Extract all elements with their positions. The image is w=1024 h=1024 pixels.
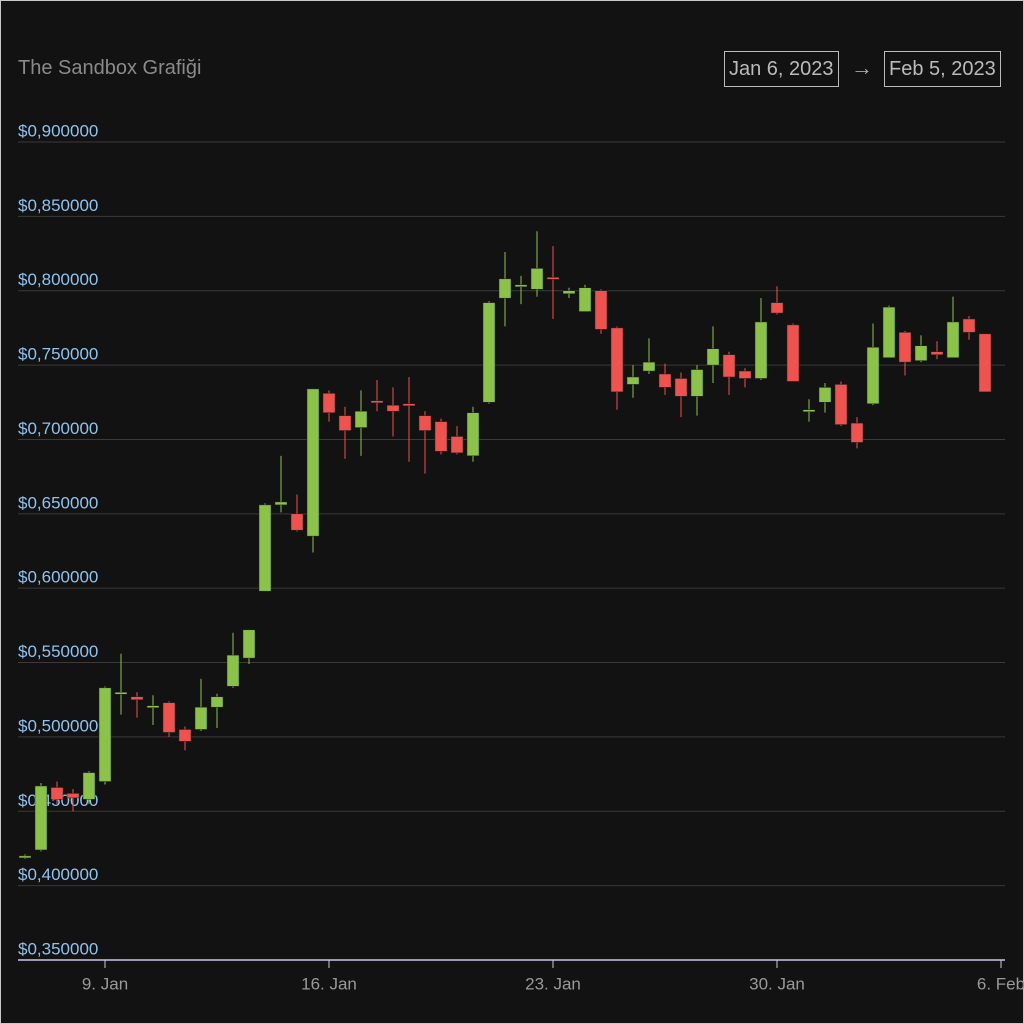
candle-body [866,346,880,405]
candle-body [642,361,656,372]
x-tick-label: 30. Jan [749,974,805,993]
y-tick-label: $0,400000 [18,865,98,884]
candle-body [114,692,128,695]
candle-body [450,436,464,454]
y-tick-label: $0,900000 [18,121,98,140]
candle-body [578,287,592,312]
candle-body [50,787,64,800]
y-tick-label: $0,700000 [18,419,98,438]
candle-body [594,290,608,330]
candle-body [290,513,304,531]
candle-body [210,696,224,708]
start-date[interactable]: Jan 6, 2023 [724,51,839,87]
candle-body [850,422,864,443]
candle-body [898,332,912,363]
candle-body [498,278,512,299]
candle-body [818,387,832,403]
candle-body [82,772,96,800]
candle-body [546,277,560,280]
candle-body [962,318,976,333]
candle-body [418,415,432,431]
candle-body [914,345,928,361]
candle-body [18,855,32,859]
y-tick-label: $0,550000 [18,642,98,661]
candle-body [162,702,176,733]
candle-body [130,696,144,700]
y-tick-label: $0,600000 [18,568,98,587]
candle-body [338,415,352,431]
candle-body [738,370,752,379]
candle-body [770,302,784,314]
x-tick-label: 6. Feb [977,974,1024,993]
candle-body [946,321,960,358]
candle-body [530,268,544,290]
candle-body [226,654,240,687]
candle-body [66,793,80,799]
candle-body [658,373,672,388]
end-date[interactable]: Feb 5, 2023 [884,51,1001,87]
y-tick-label: $0,500000 [18,716,98,735]
candle-body [674,378,688,397]
candle-body [978,333,992,393]
candle-body [786,324,800,382]
candle-body [386,404,400,412]
candle-body [98,687,112,782]
candle-body [178,729,192,742]
candle-body [354,410,368,428]
y-tick-label: $0,650000 [18,493,98,512]
candle-body [242,629,256,659]
x-tick-label: 23. Jan [525,974,581,993]
y-tick-label: $0,800000 [18,270,98,289]
candle-body [930,351,944,355]
x-tick-label: 16. Jan [301,974,357,993]
candle-body [610,327,624,393]
chart-title: The Sandbox Grafiği [18,57,202,79]
candle-body [434,421,448,452]
candle-body [482,302,496,403]
candle-body [194,706,208,730]
candle-body [514,284,528,288]
candle-body [146,705,160,708]
candle-body [466,412,480,457]
candle-body [322,393,336,413]
y-tick-label: $0,850000 [18,196,98,215]
candle-body [626,376,640,385]
candle-body [690,369,704,397]
candle-body [562,290,576,294]
candle-body [706,348,720,366]
candle-body [882,306,896,358]
y-tick-label: $0,750000 [18,345,98,364]
candle-body [722,354,736,378]
candle-body [306,388,320,537]
candle-body [834,384,848,425]
candle-body [370,400,384,404]
range-arrow: → [851,55,873,80]
x-tick-label: 9. Jan [82,974,128,993]
candle-body [258,504,272,592]
candle-body [802,409,816,412]
candle-body [34,785,48,851]
candle-body [754,321,768,379]
candle-body [274,501,288,506]
candle-body [402,403,416,407]
y-tick-label: $0,350000 [18,939,98,958]
